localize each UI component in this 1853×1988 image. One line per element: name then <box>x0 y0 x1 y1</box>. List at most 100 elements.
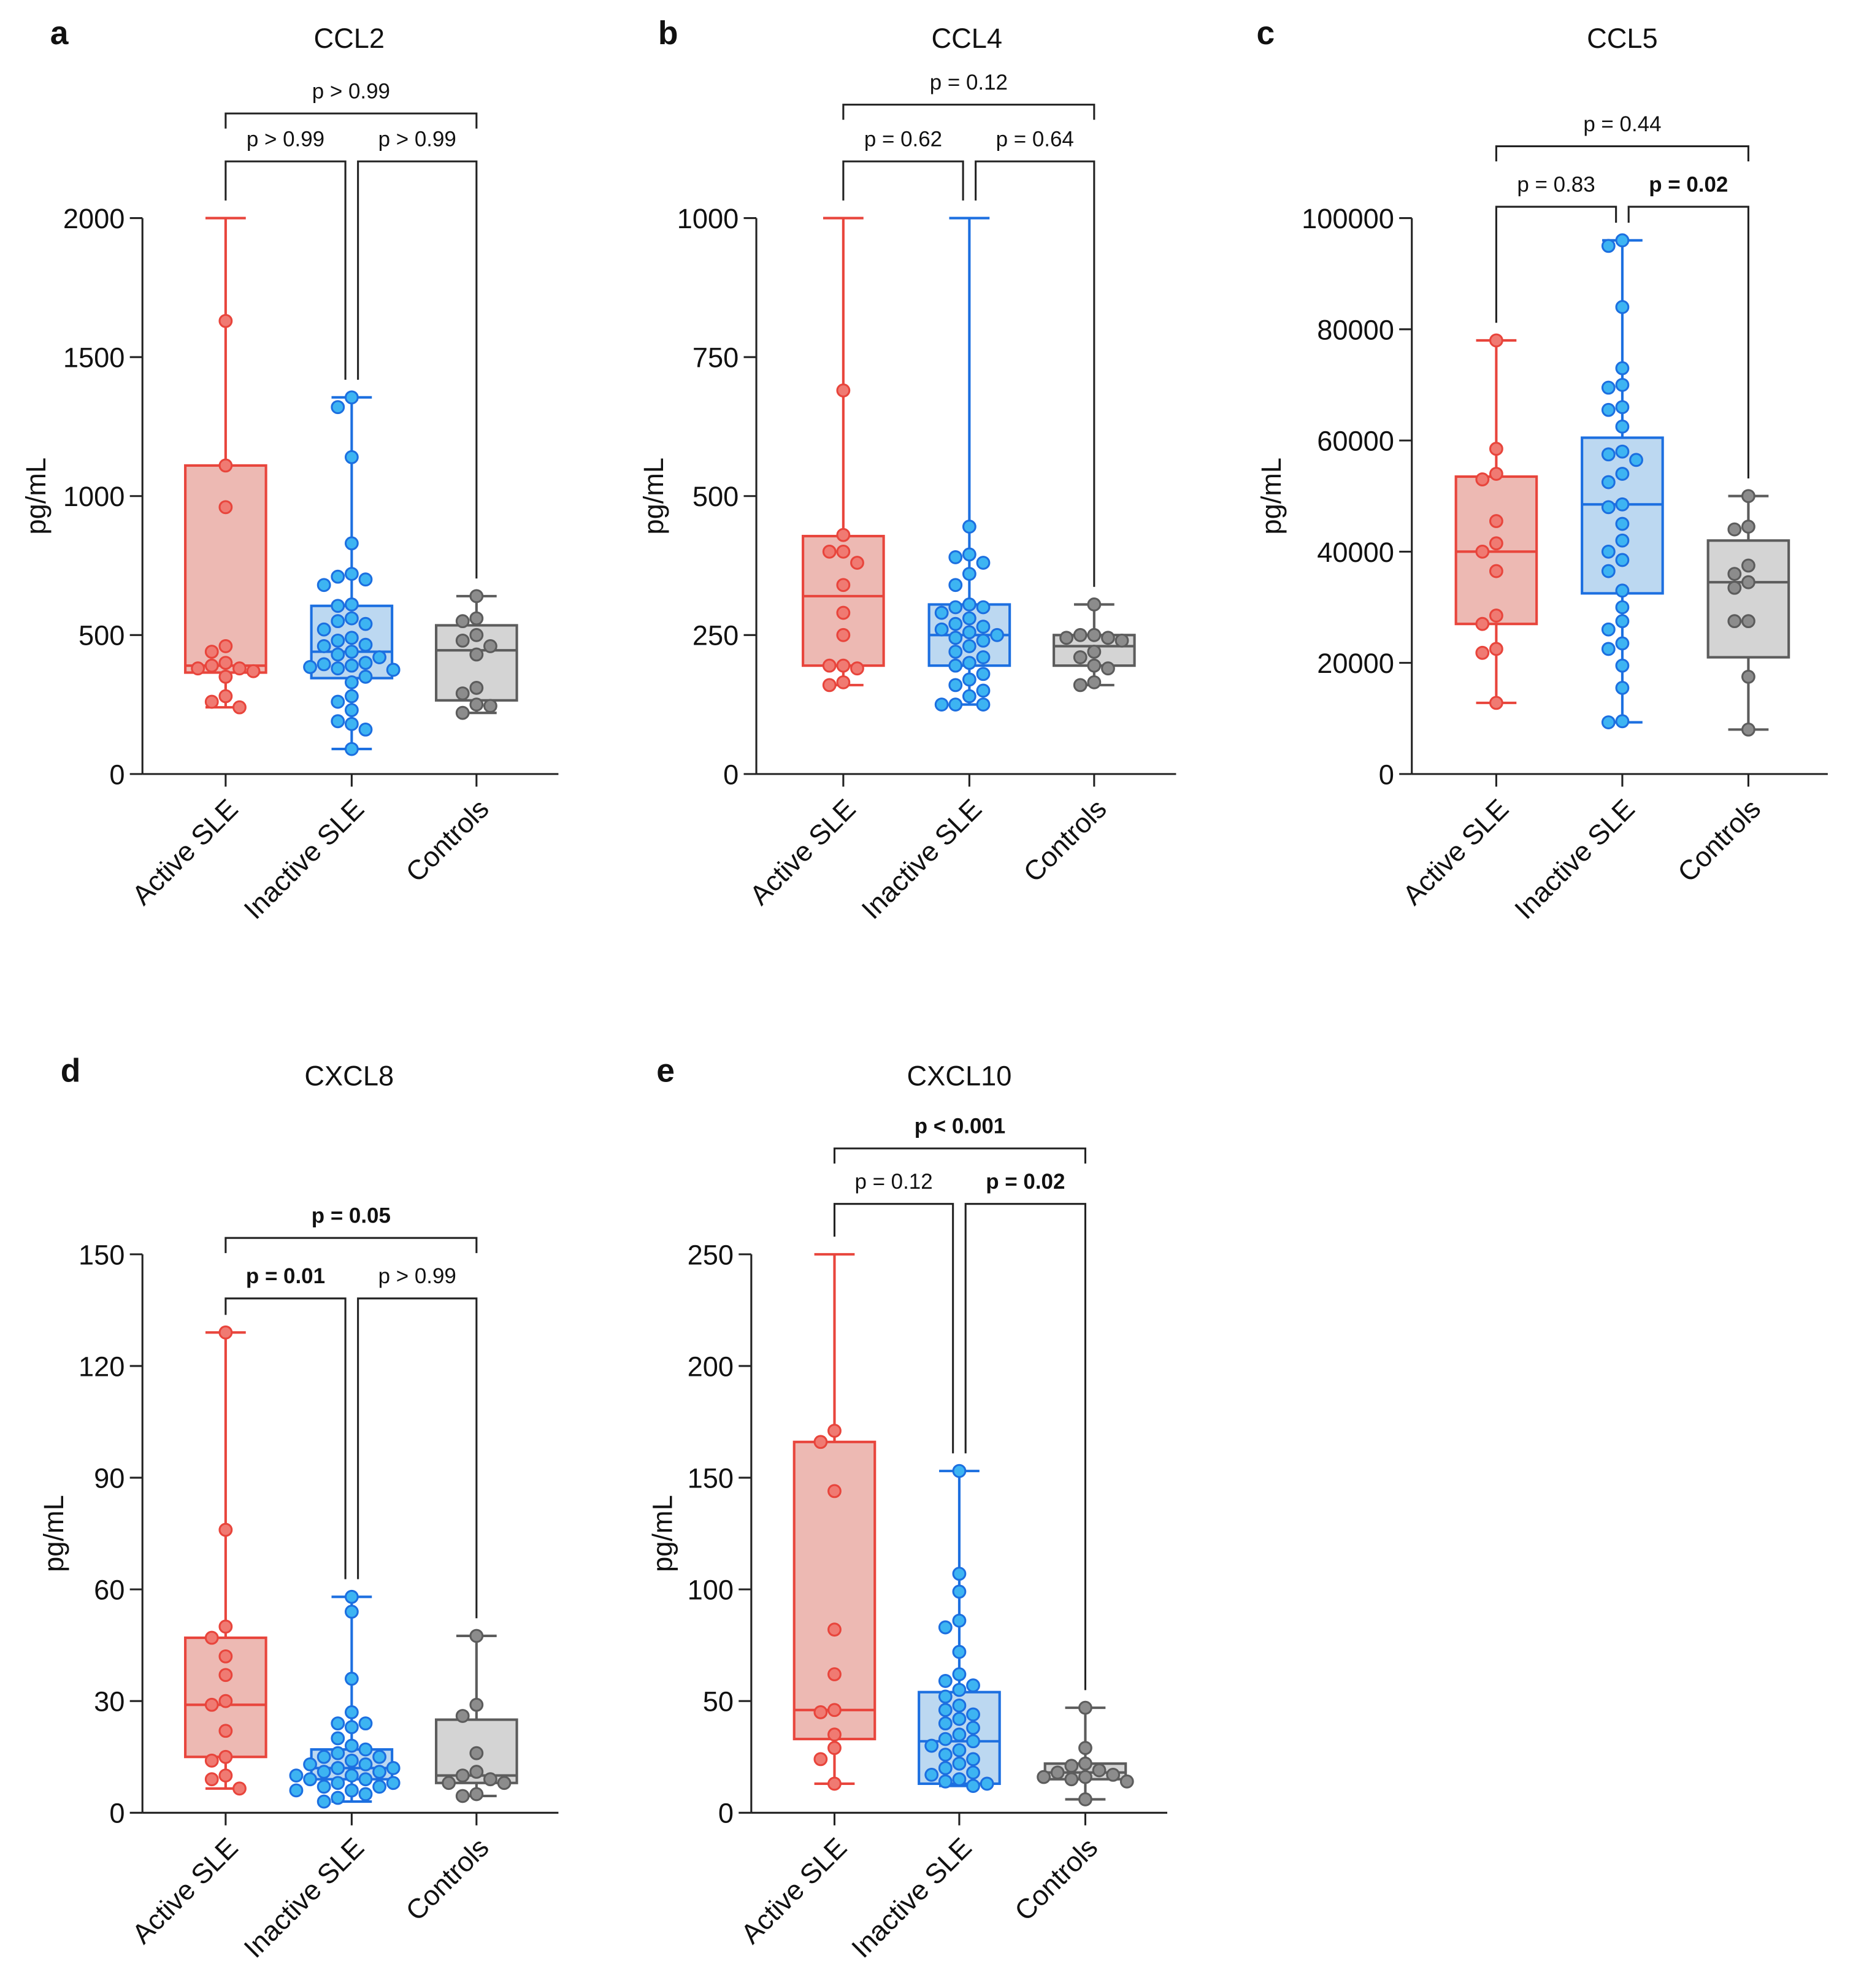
data-point <box>952 1567 967 1581</box>
data-point <box>1101 631 1115 645</box>
data-point <box>836 658 851 673</box>
data-point <box>1475 472 1490 486</box>
x-category-label: Inactive SLE <box>1508 793 1641 926</box>
data-point <box>948 658 963 673</box>
data-point <box>344 450 359 464</box>
data-point <box>1078 1756 1092 1771</box>
data-point <box>952 1772 967 1787</box>
data-point <box>218 1619 233 1634</box>
data-point <box>938 1620 953 1635</box>
data-point <box>1489 467 1503 481</box>
data-point <box>1615 420 1630 434</box>
data-point <box>455 1789 470 1803</box>
data-point <box>1078 1700 1092 1715</box>
data-point <box>204 1697 219 1712</box>
data-point <box>962 567 976 581</box>
data-point <box>455 686 470 700</box>
data-point <box>1615 533 1630 548</box>
data-point <box>1119 1774 1134 1789</box>
data-point <box>1615 614 1630 629</box>
chart-title: CCL5 <box>1587 23 1658 54</box>
data-point <box>1741 614 1755 629</box>
data-point <box>469 1697 484 1712</box>
y-tick-label: 100 <box>688 1575 734 1606</box>
significance-bracket <box>1627 205 1749 478</box>
data-point <box>344 1705 359 1719</box>
data-point <box>1087 627 1102 642</box>
data-point <box>331 714 345 729</box>
data-point <box>455 1768 470 1783</box>
y-tick-label: 60 <box>94 1575 125 1606</box>
data-point <box>952 1464 967 1478</box>
data-point <box>948 578 963 593</box>
x-category-label: Controls <box>400 1832 495 1927</box>
y-tick-label: 0 <box>1379 759 1394 790</box>
data-point <box>344 1753 359 1768</box>
data-point <box>358 1772 373 1787</box>
data-point <box>317 1749 331 1764</box>
data-point <box>1087 675 1102 689</box>
data-point <box>469 1746 484 1760</box>
y-tick-label: 50 <box>703 1686 734 1717</box>
data-point <box>1615 400 1630 415</box>
data-point <box>344 675 359 689</box>
y-tick-label: 150 <box>688 1462 734 1494</box>
data-point <box>344 1720 359 1735</box>
x-category-label: Controls <box>1008 1832 1103 1927</box>
p-value-label: p = 0.01 <box>246 1264 325 1288</box>
y-tick-label: 20000 <box>1317 648 1394 679</box>
data-point <box>469 1765 484 1779</box>
y-tick-label: 40000 <box>1317 537 1394 568</box>
data-point <box>483 639 497 653</box>
y-tick-label: 250 <box>692 620 739 651</box>
data-point <box>218 1325 233 1340</box>
data-point <box>1106 1767 1121 1782</box>
y-tick-label: 2000 <box>63 203 125 234</box>
y-tick-label: 30 <box>94 1686 125 1717</box>
data-point <box>1741 489 1755 504</box>
data-point <box>218 656 233 670</box>
panel-letter: e <box>656 1053 675 1089</box>
data-point <box>204 658 219 673</box>
chart-title: CXCL8 <box>304 1060 394 1091</box>
data-point <box>1615 300 1630 314</box>
data-point <box>331 661 345 676</box>
p-value-label: p = 0.02 <box>986 1170 1065 1194</box>
data-point <box>344 645 359 659</box>
data-point <box>218 669 233 684</box>
data-point <box>218 639 233 653</box>
data-point <box>386 1761 401 1775</box>
data-point <box>948 550 963 564</box>
data-point <box>813 1705 828 1719</box>
x-category-label: Active SLE <box>126 793 244 911</box>
data-point <box>331 1716 345 1731</box>
box-iqr <box>184 464 267 674</box>
p-value-label: p > 0.99 <box>247 127 324 151</box>
data-point <box>1087 658 1102 673</box>
data-point <box>822 544 837 559</box>
data-point <box>497 1776 512 1790</box>
data-point <box>344 658 359 673</box>
x-category-label: Inactive SLE <box>856 793 988 926</box>
data-point <box>1615 714 1630 729</box>
data-point <box>358 1742 373 1757</box>
y-tick-label: 250 <box>688 1239 734 1270</box>
data-point <box>938 1674 953 1688</box>
data-point <box>358 1757 373 1771</box>
x-category-label: Active SLE <box>735 1832 853 1949</box>
data-point <box>317 1779 331 1794</box>
data-point <box>303 1757 317 1771</box>
significance-bracket <box>224 160 347 380</box>
significance-bracket <box>224 1237 478 1253</box>
data-point <box>469 681 484 695</box>
data-point <box>1114 633 1129 648</box>
data-point <box>344 1605 359 1619</box>
data-point <box>1615 600 1630 615</box>
data-point <box>483 699 497 713</box>
data-point <box>962 689 976 704</box>
data-point <box>358 656 373 670</box>
group-controls: Controls <box>1671 489 1790 888</box>
y-tick-label: 0 <box>109 1798 125 1829</box>
y-tick-label: 120 <box>79 1351 125 1382</box>
group-active: Active SLE <box>743 217 885 911</box>
